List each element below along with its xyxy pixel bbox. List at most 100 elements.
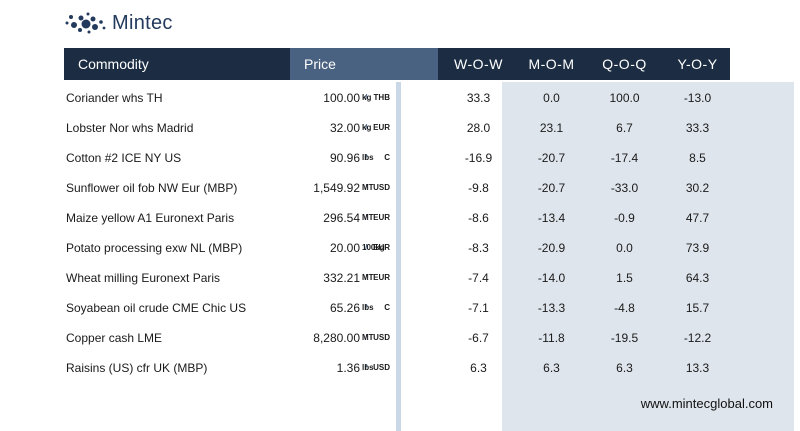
table-row: Cotton #2 ICE NY US 90.96 C / lbs -16.9 -20.7 -…	[64, 143, 730, 173]
yoy-change: 64.3	[685, 271, 710, 285]
mom-change: -13.3	[537, 301, 566, 315]
commodity-name: Copper cash LME	[66, 331, 163, 345]
brand-name: Mintec	[112, 11, 173, 34]
currency-code: C	[384, 153, 390, 162]
qoq-change: -4.8	[614, 301, 635, 315]
table-row: Wheat milling Euronext Paris 332.21 EUR / MT…	[64, 263, 730, 293]
mom-change: 0.0	[543, 91, 560, 105]
unit-label: 100kg	[362, 243, 385, 252]
currency-code: C	[384, 303, 390, 312]
unit-label: kg	[362, 123, 372, 132]
commodity-name: Raisins (US) cfr UK (MBP)	[66, 361, 208, 375]
qoq-change: 1.5	[616, 271, 633, 285]
table-row: Maize yellow A1 Euronext Paris 296.54 EUR /…	[64, 203, 730, 233]
yoy-change: 8.5	[689, 151, 706, 165]
price-value: 90.96	[329, 151, 360, 165]
yoy-change: 30.2	[685, 181, 710, 195]
yoy-change: -13.0	[683, 91, 712, 105]
unit-separator: /	[365, 213, 368, 222]
price-value: 1.36	[336, 361, 360, 375]
commodity-name: Soyabean oil crude CME Chic US	[66, 301, 247, 315]
unit-label: lbs	[362, 153, 374, 162]
table-row: Lobster Nor whs Madrid 32.00 EUR / kg 28.0 23.…	[64, 113, 730, 143]
mom-change: -13.4	[537, 211, 566, 225]
mintec-logo: Mintec	[64, 8, 173, 38]
mom-change: -11.8	[538, 331, 565, 345]
qoq-change: 6.3	[616, 361, 633, 375]
unit-label: MT	[362, 183, 374, 192]
unit-separator: /	[365, 243, 368, 252]
table-row: Soyabean oil crude CME Chic US 65.26 C / lbs…	[64, 293, 730, 323]
price-value: 20.00	[329, 241, 360, 255]
unit-separator: /	[365, 333, 368, 342]
currency-code: USD	[373, 363, 390, 372]
unit-label: MT	[362, 213, 374, 222]
price-value: 32.00	[329, 121, 360, 135]
wow-change: 33.3	[466, 91, 491, 105]
table-row: Raisins (US) cfr UK (MBP) 1.36 USD / lbs 6.3 6…	[64, 353, 730, 383]
change-columns-shading	[502, 82, 794, 431]
yoy-change: 15.7	[685, 301, 710, 315]
yoy-change: 13.3	[685, 361, 710, 375]
unit-separator: /	[365, 273, 368, 282]
footer-url: www.mintecglobal.com	[640, 396, 773, 411]
qoq-change: 6.7	[616, 121, 633, 135]
wow-change: 28.0	[466, 121, 491, 135]
unit-separator: /	[365, 183, 368, 192]
unit-label: MT	[362, 273, 374, 282]
mom-change: -20.7	[537, 151, 566, 165]
qoq-change: -17.4	[610, 151, 639, 165]
table-header: Commodity Price W-O-W M-O-M Q-O-Q Y-O-Y	[64, 48, 730, 80]
mom-change: -20.7	[537, 181, 566, 195]
table-row: Coriander whs TH 100.00 THB / kg 33.3 0.0 100.0…	[64, 83, 730, 113]
price-value: 8,280.00	[313, 331, 360, 345]
wow-change: -16.9	[464, 151, 493, 165]
unit-separator: /	[365, 93, 368, 102]
header-wow: W-O-W	[454, 56, 503, 72]
unit-separator: /	[365, 303, 368, 312]
unit-label: MT	[362, 333, 374, 342]
price-value: 296.54	[323, 211, 360, 225]
unit-label: lbs	[362, 303, 374, 312]
currency-code: THB	[373, 93, 390, 102]
qoq-change: 0.0	[616, 241, 633, 255]
commodity-name: Potato processing exw NL (MBP)	[66, 241, 243, 255]
qoq-change: -19.5	[610, 331, 639, 345]
commodity-name: Coriander whs TH	[66, 91, 163, 105]
price-value: 65.26	[329, 301, 360, 315]
unit-separator: /	[365, 123, 368, 132]
unit-column-divider	[396, 82, 401, 431]
header-commodity: Commodity	[78, 56, 149, 72]
mintec-dots-icon	[65, 12, 106, 34]
table-row: Copper cash LME 8,280.00 USD / MT -6.7 -11.8 -1…	[64, 323, 730, 353]
qoq-change: 100.0	[609, 91, 640, 105]
unit-label: lbs	[362, 363, 374, 372]
price-value: 100.00	[323, 91, 360, 105]
currency-code: EUR	[373, 243, 390, 252]
currency-code: USD	[373, 333, 390, 342]
price-value: 332.21	[323, 271, 360, 285]
yoy-change: 33.3	[685, 121, 710, 135]
mom-change: -14.0	[537, 271, 566, 285]
qoq-change: -0.9	[614, 211, 635, 225]
currency-code: EUR	[373, 213, 390, 222]
unit-label: kg	[362, 93, 372, 102]
header-price: Price	[304, 56, 336, 72]
yoy-change: 73.9	[685, 241, 710, 255]
table-row: Sunflower oil fob NW Eur (MBP) 1,549.92 US…	[64, 173, 730, 203]
currency-code: EUR	[373, 273, 390, 282]
commodity-name: Maize yellow A1 Euronext Paris	[66, 211, 235, 225]
yoy-change: -12.2	[683, 331, 712, 345]
mom-change: 6.3	[543, 361, 560, 375]
wow-change: -8.6	[468, 211, 489, 225]
mom-change: -20.9	[537, 241, 566, 255]
wow-change: -6.7	[468, 331, 489, 345]
wow-change: -7.4	[468, 271, 489, 285]
wow-change: -9.8	[468, 181, 489, 195]
header-qoq: Q-O-Q	[602, 56, 647, 72]
currency-code: USD	[373, 183, 390, 192]
wow-change: -7.1	[468, 301, 489, 315]
commodity-name: Sunflower oil fob NW Eur (MBP)	[66, 181, 238, 195]
unit-separator: /	[365, 153, 368, 162]
yoy-change: 47.7	[685, 211, 710, 225]
